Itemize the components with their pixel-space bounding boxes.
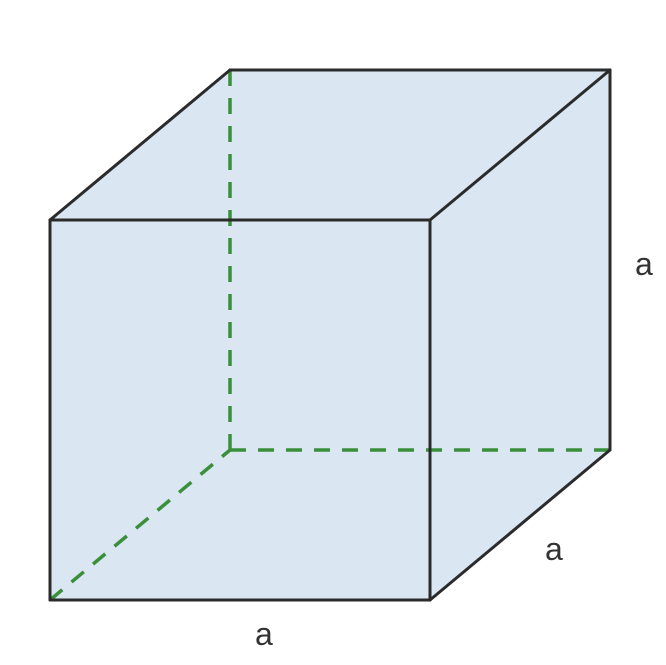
cube-diagram: a a a xyxy=(0,0,666,665)
edge-label-front-bottom: a xyxy=(255,616,273,652)
edge-label-right-back-vertical: a xyxy=(635,246,653,282)
edge-label-right-bottom: a xyxy=(545,531,563,567)
face-front xyxy=(50,220,430,600)
